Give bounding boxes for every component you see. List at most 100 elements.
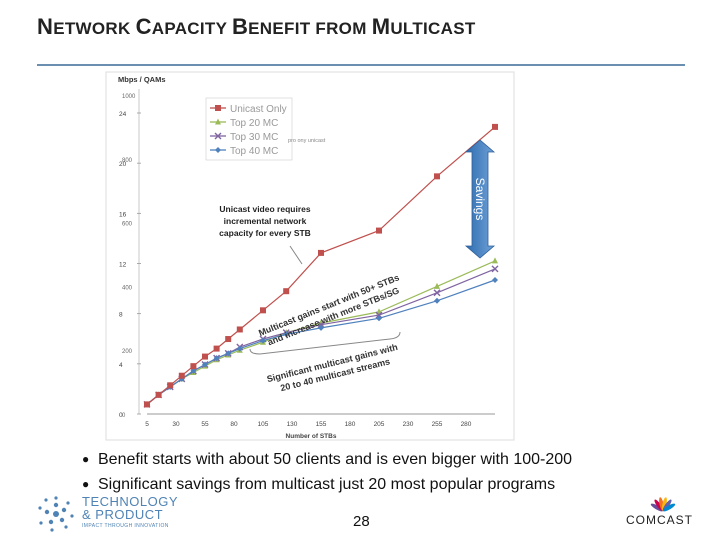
callout-pointer — [289, 245, 303, 265]
y-right-tick-label: 4 — [119, 362, 123, 369]
y-right-tick-label: 24 — [119, 111, 127, 118]
series-marker-x — [375, 311, 383, 319]
callout-text-line: incremental network — [224, 216, 307, 226]
page-number: 28 — [353, 513, 370, 530]
title-part-3-small: ENEFIT FROM — [248, 19, 372, 38]
series-marker-diamond — [190, 367, 197, 374]
y-right-tick-label: 0 — [119, 412, 123, 419]
series-marker-square — [260, 307, 266, 314]
series-marker-square — [236, 326, 243, 333]
series-marker-triangle — [434, 282, 440, 289]
series-marker-square — [283, 288, 290, 295]
callout-text-line: Unicast video requires — [219, 204, 310, 214]
x-tick-label: 55 — [201, 421, 209, 428]
callout-text-line: capacity for every STB — [219, 228, 311, 238]
y-right-tick-label: 8 — [119, 312, 123, 319]
legend-label: Top 20 MC — [230, 118, 278, 129]
series-line-top-40-mc — [146, 279, 496, 405]
bullet-text: Significant savings from multicast just … — [98, 476, 556, 493]
series-marker-square — [318, 249, 324, 256]
series-marker-square — [178, 372, 185, 379]
y-left-tick-label: 400 — [122, 285, 133, 291]
series-marker-diamond — [202, 361, 208, 368]
x-axis-label: Number of STBs — [286, 433, 337, 440]
series-marker-square — [215, 105, 221, 111]
series-marker-diamond — [318, 324, 324, 331]
bullet-dot-icon: ● — [82, 477, 90, 491]
series-marker-square — [202, 353, 208, 360]
y-left-tick-label: 800 — [122, 158, 133, 164]
gains-text-line1: Multicast gains start with 50+ STBs — [257, 272, 401, 338]
series-marker-square — [213, 345, 220, 352]
series-marker-diamond — [434, 297, 440, 304]
logo-text-line2: & PRODUCT — [82, 507, 164, 522]
x-tick-label: 105 — [258, 421, 269, 428]
y-right-tick-label: 16 — [119, 211, 127, 218]
x-tick-label: 155 — [316, 421, 327, 428]
legend-label: Top 30 MC — [230, 132, 278, 143]
x-tick-label: 5 — [145, 421, 149, 428]
bullet-text: Benefit starts with about 50 clients and… — [98, 451, 573, 468]
series-marker-diamond — [283, 331, 290, 338]
series-marker-square — [144, 401, 150, 408]
bullet-list: ● Benefit starts with about 50 clients an… — [82, 447, 572, 497]
y-right-tick-label: 12 — [119, 262, 127, 269]
series-marker-square — [225, 336, 232, 343]
technology-product-logo: TECHNOLOGY & PRODUCT IMPACT THROUGH INNO… — [34, 494, 184, 534]
title-part-1-big: N — [37, 14, 54, 39]
legend-extra-note: pro ony unicast — [288, 138, 326, 144]
series-marker-x — [433, 289, 441, 297]
series-marker-diamond — [215, 147, 221, 153]
series-marker-square — [434, 173, 440, 180]
peacock-icon — [650, 497, 676, 512]
x-tick-label: 205 — [374, 421, 385, 428]
bullet-item: ● Significant savings from multicast just… — [82, 472, 572, 497]
series-marker-square — [167, 382, 174, 389]
x-tick-label: 255 — [432, 421, 443, 428]
title-part-2-big: C — [135, 14, 152, 39]
title-part-4-big: M — [371, 14, 391, 39]
capacity-chart: Mbps / QAMs02004006008001000048121620245… — [105, 71, 515, 441]
x-tick-label: 280 — [461, 421, 472, 428]
y-left-tick-label: 200 — [122, 349, 133, 355]
series-marker-diamond — [225, 350, 232, 357]
series-marker-diamond — [213, 355, 220, 362]
series-marker-x — [491, 265, 499, 273]
series-line-top-30-mc — [146, 268, 496, 405]
savings-arrow-icon — [464, 139, 496, 259]
slide-title: NETWORK CAPACITY BENEFIT FROM MULTICAST — [37, 14, 476, 40]
series-marker-square — [155, 391, 162, 398]
savings-label: Savings — [473, 178, 487, 221]
logo-tagline: IMPACT THROUGH INNOVATION — [82, 523, 169, 529]
title-part-1-small: ETWORK — [53, 19, 136, 38]
series-marker-diamond — [492, 277, 498, 284]
series-marker-x — [214, 132, 222, 140]
swirl-logo-icon — [38, 496, 74, 532]
bullet-item: ● Benefit starts with about 50 clients an… — [82, 447, 572, 472]
bullet-dot-icon: ● — [82, 452, 90, 466]
series-marker-diamond — [236, 345, 243, 352]
y-left-tick-label: 0 — [122, 413, 126, 419]
y-right-tick-label: 20 — [119, 161, 127, 168]
series-marker-square — [492, 123, 498, 130]
logo-text-line1: TECHNOLOGY — [82, 494, 179, 509]
series-marker-triangle — [215, 118, 221, 125]
y-left-tick-label: 600 — [122, 222, 133, 228]
series-marker-diamond — [260, 337, 266, 344]
x-tick-label: 180 — [345, 421, 356, 428]
x-tick-label: 30 — [172, 421, 180, 428]
legend-label: Unicast Only — [230, 104, 287, 115]
x-tick-label: 130 — [287, 421, 298, 428]
y-axis-label: Mbps / QAMs — [118, 75, 166, 84]
y-left-tick-label: 1000 — [122, 94, 136, 100]
title-rule — [37, 64, 685, 66]
series-marker-triangle — [492, 257, 498, 264]
comcast-wordmark: COMCAST — [626, 513, 693, 527]
title-part-2-small: APACITY — [151, 19, 232, 38]
title-part-3-big: B — [231, 14, 249, 39]
x-tick-label: 230 — [403, 421, 414, 428]
x-tick-label: 80 — [230, 421, 238, 428]
series-marker-square — [376, 227, 382, 234]
chart-frame-border — [105, 71, 515, 441]
